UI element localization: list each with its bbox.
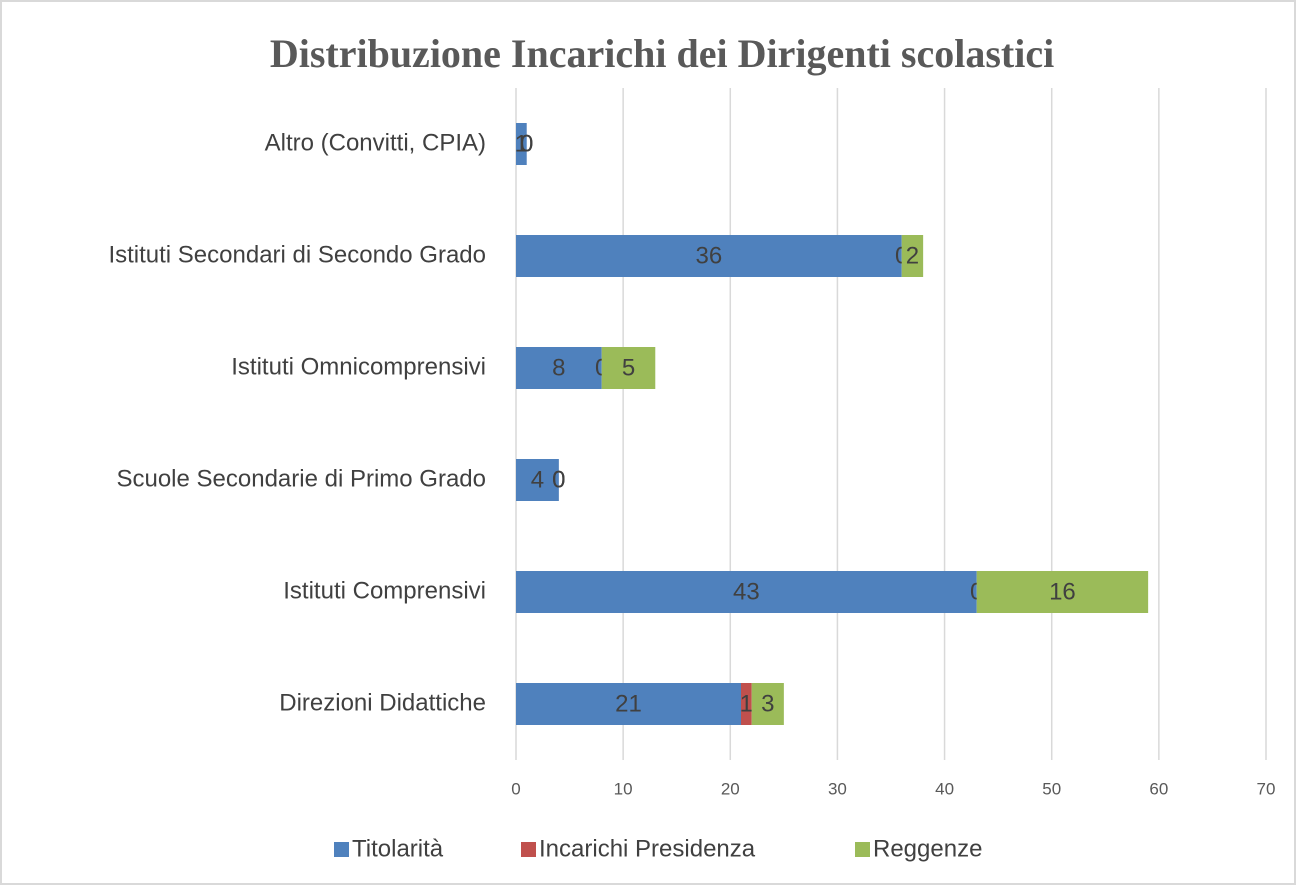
chart-title: Distribuzione Incarichi dei Dirigenti sc… [270, 31, 1054, 76]
bar-segment [741, 683, 752, 725]
bar-segment [516, 235, 902, 277]
data-label: 2 [906, 242, 919, 269]
legend-swatch [521, 842, 536, 857]
legend-swatch [855, 842, 870, 857]
data-label: 36 [696, 242, 723, 269]
legend-label: Titolarità [352, 835, 444, 862]
bar-segment [516, 683, 741, 725]
x-tick-label: 40 [935, 779, 954, 798]
x-tick-label: 70 [1257, 779, 1276, 798]
bar-segment [516, 459, 559, 501]
y-tick-label: Direzioni Didattiche [279, 689, 486, 716]
bar-segment [751, 683, 784, 725]
bar-segment [976, 571, 1149, 613]
y-tick-label: Istituti Secondari di Secondo Grado [108, 241, 486, 268]
x-tick-label: 0 [511, 779, 520, 798]
legend-label: Incarichi Presidenza [539, 835, 756, 862]
bar-segment [516, 571, 977, 613]
data-label: 1 [515, 130, 528, 157]
data-label: 43 [733, 578, 760, 605]
x-tick-label: 60 [1149, 779, 1168, 798]
data-label: 0 [520, 130, 533, 157]
bar-segment [516, 123, 527, 165]
y-tick-label: Istituti Omnicomprensivi [231, 353, 486, 380]
data-label: 21 [615, 690, 642, 717]
data-label: 16 [1049, 578, 1076, 605]
data-label: 0 [520, 130, 533, 157]
data-label: 5 [622, 354, 635, 381]
data-label: 3 [761, 690, 774, 717]
x-tick-label: 50 [1042, 779, 1061, 798]
data-label: 4 [531, 466, 544, 493]
bar-segment [601, 347, 656, 389]
y-tick-label: Scuole Secondarie di Primo Grado [116, 465, 486, 492]
legend-swatch [334, 842, 349, 857]
legend-label: Reggenze [873, 835, 982, 862]
data-label: 1 [740, 690, 753, 717]
data-label: 0 [552, 466, 565, 493]
x-tick-label: 30 [828, 779, 847, 798]
data-label: 8 [552, 354, 565, 381]
bar-segment [901, 235, 924, 277]
bar-segment [516, 347, 602, 389]
data-label: 0 [552, 466, 565, 493]
y-tick-label: Altro (Convitti, CPIA) [265, 129, 486, 156]
x-tick-label: 20 [721, 779, 740, 798]
y-tick-label: Istituti Comprensivi [283, 577, 486, 604]
x-tick-label: 10 [614, 779, 633, 798]
